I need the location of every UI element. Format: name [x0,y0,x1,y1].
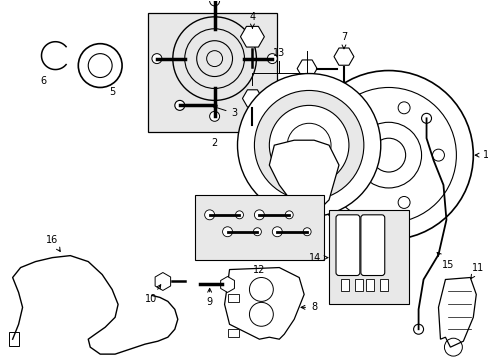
Circle shape [254,90,363,200]
Bar [227,329,239,337]
Text: 4: 4 [249,12,255,28]
Polygon shape [269,140,338,215]
Bar [194,195,324,260]
Circle shape [269,105,348,185]
Polygon shape [438,278,475,347]
Circle shape [249,278,273,301]
Text: 11: 11 [470,262,484,279]
Circle shape [237,73,380,217]
Circle shape [286,123,330,167]
Circle shape [303,228,310,236]
Bar [148,13,277,132]
Circle shape [413,324,423,334]
Circle shape [209,111,219,121]
Circle shape [222,227,232,237]
Circle shape [254,210,264,220]
FancyBboxPatch shape [335,215,359,275]
Text: 2: 2 [211,138,217,148]
Bar [354,279,362,292]
Circle shape [204,210,214,220]
Bar [365,279,373,292]
Text: 5: 5 [109,87,115,98]
Bar [340,279,348,292]
Polygon shape [224,267,304,339]
Bar [227,294,239,302]
Circle shape [152,54,162,64]
Text: 12: 12 [253,265,265,275]
Text: 15: 15 [436,252,454,270]
Bar [328,210,408,304]
FancyBboxPatch shape [360,215,384,275]
Text: 3: 3 [213,106,237,118]
Bar [9,332,19,346]
Circle shape [209,0,219,6]
Circle shape [272,227,282,237]
Circle shape [267,54,277,64]
Circle shape [174,100,184,111]
Text: 7: 7 [340,32,346,49]
Text: 9: 9 [206,288,212,307]
Circle shape [253,228,261,236]
Circle shape [421,113,430,123]
Circle shape [235,211,243,219]
Text: 16: 16 [46,235,60,251]
Text: 14: 14 [308,253,327,262]
Circle shape [249,302,273,326]
Bar [379,279,387,292]
Circle shape [285,211,293,219]
Text: 8: 8 [301,302,317,312]
Text: 1: 1 [474,150,488,160]
Text: 13: 13 [273,48,285,58]
Text: 6: 6 [41,76,46,86]
Text: 10: 10 [144,285,161,305]
